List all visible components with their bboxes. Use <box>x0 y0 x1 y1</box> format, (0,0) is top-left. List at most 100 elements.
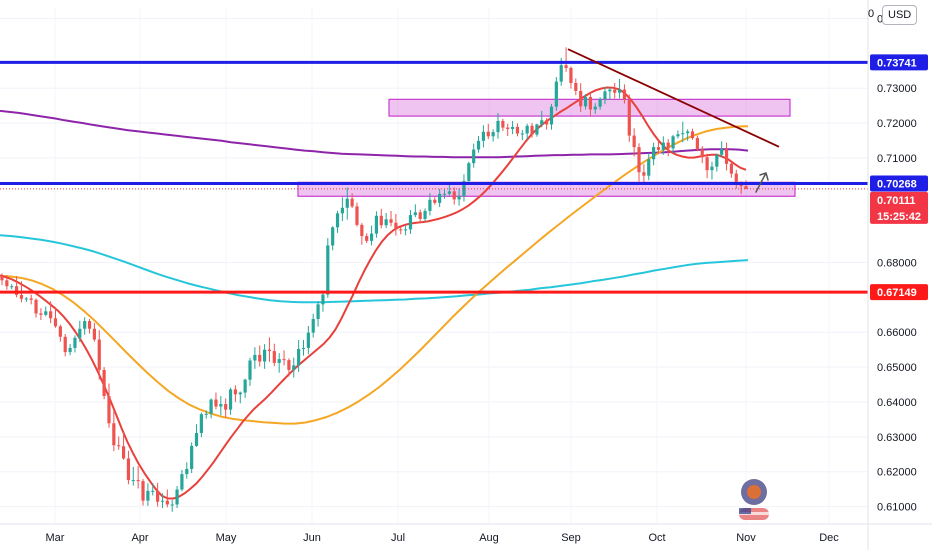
candle-body <box>233 389 238 395</box>
candle-body <box>194 433 199 446</box>
candle-body <box>734 173 738 184</box>
candle-body <box>126 458 131 481</box>
horizontal-levels[interactable] <box>0 60 868 294</box>
price-axis[interactable]: 0.750000.730000.720000.710000.680000.660… <box>870 13 928 514</box>
drawings[interactable] <box>567 48 780 193</box>
candle-body <box>185 468 189 475</box>
candle-body <box>306 332 310 348</box>
candle-body <box>141 481 145 501</box>
candle-body <box>170 504 174 506</box>
candle-body <box>345 198 349 208</box>
candle-body <box>535 124 539 135</box>
candle-body <box>360 224 364 237</box>
candle-body <box>292 365 296 370</box>
candle-body <box>350 198 354 207</box>
candle-body <box>297 348 301 366</box>
candlestick-series <box>0 47 748 512</box>
y-tick-label: 0.64000 <box>877 397 917 409</box>
candle-body <box>228 389 233 410</box>
candle-body <box>486 131 490 137</box>
candle-body <box>404 229 408 231</box>
candle-body <box>438 193 442 203</box>
candle-body <box>418 212 422 219</box>
ma-teal-line <box>0 234 749 304</box>
candle-body <box>622 89 627 100</box>
y-tick-label: 0.73000 <box>877 83 917 95</box>
candle-body <box>287 360 291 370</box>
candle-body <box>19 294 24 299</box>
candle-body <box>603 91 607 100</box>
candle-body <box>282 359 286 361</box>
x-tick-label: Mar <box>46 532 65 544</box>
candle-body <box>224 404 228 410</box>
candle-body <box>34 299 38 314</box>
candle-body <box>637 147 641 173</box>
candle-body <box>131 480 135 482</box>
time-axis[interactable]: Mar Apr May Jun Jul Aug Sep Oct Nov Dec <box>46 532 840 544</box>
candle-body <box>520 133 524 135</box>
candle-body <box>433 199 437 203</box>
candle-body <box>5 280 9 287</box>
candle-body <box>744 186 748 189</box>
level-label-box <box>870 54 928 71</box>
candle-body <box>710 166 714 171</box>
candle-body <box>277 359 281 363</box>
candle-body <box>608 89 612 92</box>
candle-body <box>151 490 155 492</box>
candle-body <box>399 229 403 231</box>
candle-body <box>87 321 92 329</box>
candle-body <box>530 125 534 135</box>
candle-body <box>647 159 651 176</box>
candle-body <box>686 131 690 134</box>
candle-body <box>472 149 476 164</box>
level-label: 0.70268 <box>877 178 917 190</box>
currency-button[interactable]: USD <box>882 5 918 25</box>
candle-body <box>24 298 28 300</box>
candle-body <box>331 227 335 246</box>
candle-body <box>63 336 67 353</box>
ma-200-line <box>0 109 749 159</box>
candle-body <box>326 245 330 295</box>
y-tick-label: 0.72000 <box>877 118 917 130</box>
candle-body <box>408 215 413 230</box>
candle-body <box>107 396 111 424</box>
candle-body <box>384 219 388 226</box>
candle-body <box>58 326 62 337</box>
candle-body <box>506 127 510 129</box>
level-label-box <box>870 175 928 192</box>
candle-body <box>199 414 203 434</box>
candle-body <box>593 106 597 110</box>
candle-body <box>39 313 43 315</box>
candle-body <box>652 147 656 160</box>
candle-body <box>146 490 150 501</box>
candle-body <box>681 133 685 135</box>
price-scale-prefix: 0 <box>868 8 875 20</box>
x-tick-label: Nov <box>736 532 756 544</box>
current-price-label: 0.70111 <box>877 195 916 207</box>
candle-body <box>190 445 194 469</box>
candle-body <box>661 142 665 150</box>
candle-body <box>316 304 320 319</box>
candle-body <box>695 138 699 150</box>
candle-body <box>165 500 169 505</box>
candle-body <box>564 65 568 68</box>
candle-countdown: 15:25:42 <box>877 211 921 223</box>
candle-body <box>642 172 646 176</box>
candle-body <box>117 445 121 447</box>
candle-body <box>413 212 417 216</box>
candle-body <box>68 347 72 353</box>
candle-body <box>92 328 96 340</box>
candle-body <box>262 349 267 362</box>
candle-body <box>53 318 58 327</box>
level-label: 0.73741 <box>877 57 917 69</box>
candle-body <box>569 67 573 83</box>
candle-body <box>676 134 680 137</box>
candle-body <box>729 163 734 174</box>
candle-body <box>423 210 427 219</box>
x-tick-label: Aug <box>479 532 499 544</box>
candle-body <box>574 82 578 91</box>
y-tick-label: 0.66000 <box>877 327 917 339</box>
grid <box>0 8 868 524</box>
